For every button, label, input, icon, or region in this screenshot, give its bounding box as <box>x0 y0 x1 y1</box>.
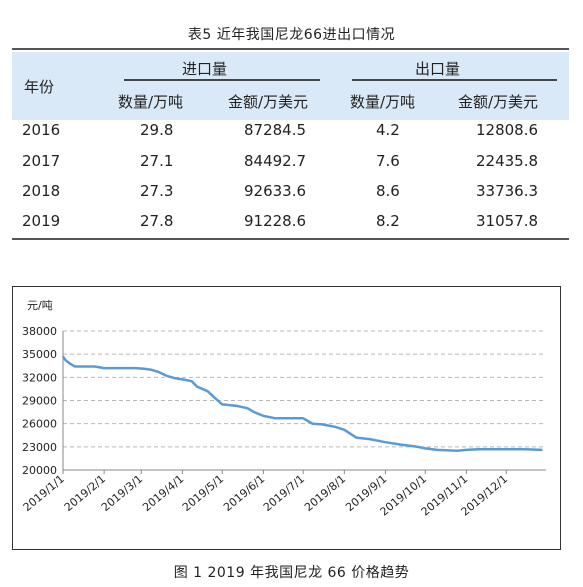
data-point <box>68 362 71 365</box>
data-point <box>343 429 346 431</box>
year-header: 年份 <box>24 78 55 96</box>
export-header: 出口量 <box>415 60 461 78</box>
table-bottom-rule <box>12 238 569 240</box>
data-point <box>320 423 323 426</box>
sub-header-import-amt: 金额/万美元 <box>228 93 309 111</box>
cell-year: 2016 <box>22 121 61 139</box>
data-point <box>384 441 387 443</box>
data-point <box>262 415 265 417</box>
cell-import-qty: 27.8 <box>140 212 174 230</box>
data-point <box>173 377 176 379</box>
y-tick-label: 29000 <box>22 395 57 408</box>
cell-export-amt: 33736.3 <box>476 182 539 200</box>
table-title: 表5 近年我国尼龙66进出口情况 <box>187 27 396 43</box>
data-point <box>190 380 193 382</box>
cell-export-qty: 8.2 <box>376 212 400 230</box>
x-tick-label: 2019/1/1 <box>21 472 67 514</box>
cell-year: 2018 <box>22 182 61 200</box>
data-point <box>143 368 145 370</box>
x-tick-label: 2019/8/1 <box>302 472 348 514</box>
x-tick-label: 2019/3/1 <box>99 472 145 514</box>
data-point <box>121 367 124 369</box>
data-point <box>165 374 168 377</box>
data-point <box>64 359 67 362</box>
data-point <box>302 417 304 420</box>
cell-import-amt: 87284.5 <box>244 121 307 139</box>
data-point <box>103 367 105 369</box>
data-point <box>368 438 371 440</box>
price-series-line <box>61 355 543 452</box>
y-tick-label: 32000 <box>22 371 57 384</box>
data-point <box>246 407 249 410</box>
data-point <box>135 367 137 369</box>
data-point <box>196 385 198 388</box>
import-header: 进口量 <box>182 60 228 78</box>
data-point <box>311 422 314 425</box>
cell-import-qty: 27.1 <box>140 152 174 170</box>
y-tick-label: 35000 <box>22 348 57 361</box>
data-point <box>206 390 209 393</box>
figure-caption: 图 1 2019 年我国尼龙 66 价格趋势 <box>173 565 410 581</box>
data-point <box>456 449 458 452</box>
data-point <box>477 448 480 450</box>
data-point <box>236 405 238 407</box>
y-axis-label: 元/吨 <box>27 299 53 312</box>
data-point <box>355 436 358 439</box>
data-point <box>523 448 526 450</box>
sub-header-export-qty: 数量/万吨 <box>350 93 416 111</box>
data-point <box>541 449 543 451</box>
data-point <box>294 417 297 420</box>
data-point <box>221 403 224 406</box>
data-point <box>274 417 277 420</box>
data-point <box>436 449 438 451</box>
y-tick-label: 23000 <box>22 441 57 454</box>
cell-year: 2019 <box>22 212 61 230</box>
export-header-underline <box>352 79 557 81</box>
cell-import-qty: 29.8 <box>140 121 174 139</box>
cell-import-qty: 27.3 <box>140 182 174 200</box>
y-tick-label: 26000 <box>22 418 57 431</box>
data-point <box>149 368 152 371</box>
data-point <box>504 448 506 450</box>
table-header-background <box>12 52 569 120</box>
data-point <box>334 425 336 428</box>
x-tick-label: 2019/4/1 <box>140 472 186 514</box>
data-point <box>253 411 255 413</box>
import-header-underline <box>124 79 320 81</box>
cell-year: 2017 <box>22 152 61 170</box>
cell-export-qty: 7.6 <box>376 152 400 170</box>
data-point <box>157 371 160 373</box>
x-tick-label: 2019/7/1 <box>261 472 307 514</box>
cell-export-qty: 8.6 <box>376 182 400 200</box>
price-trend-chart-frame: 元/吨 20000 23000 26000 29000 32000 35000 38000 20… <box>12 286 561 550</box>
cell-export-amt: 22435.8 <box>476 152 539 170</box>
y-tick-label: 20000 <box>22 464 57 477</box>
cell-import-amt: 91228.6 <box>244 212 307 230</box>
data-point <box>213 396 216 399</box>
sub-header-export-amt: 金额/万美元 <box>458 93 539 111</box>
import-export-table: 年份 进口量 出口量 数量/万吨 金额/万美元 数量/万吨 金额/万美元 201… <box>12 48 569 240</box>
cell-import-amt: 92633.6 <box>244 182 307 200</box>
y-tick-label: 38000 <box>22 325 57 338</box>
sub-header-import-qty: 数量/万吨 <box>118 93 184 111</box>
cell-export-amt: 31057.8 <box>476 212 539 230</box>
x-tick-label: 2019/6/1 <box>221 472 267 514</box>
cell-import-amt: 84492.7 <box>244 152 307 170</box>
table-top-rule <box>12 48 569 50</box>
data-point <box>94 365 96 368</box>
data-point <box>182 378 185 381</box>
data-point <box>416 446 419 448</box>
price-trend-chart: 元/吨 20000 23000 26000 29000 32000 35000 38000 20… <box>21 299 546 519</box>
data-point <box>465 449 468 451</box>
x-tick-label: 2019/5/1 <box>180 472 226 514</box>
cell-export-qty: 4.2 <box>376 121 400 139</box>
cell-export-amt: 12808.6 <box>476 121 539 139</box>
data-point <box>74 365 76 368</box>
data-point <box>399 443 401 446</box>
data-point <box>424 447 427 450</box>
data-point <box>62 355 64 358</box>
